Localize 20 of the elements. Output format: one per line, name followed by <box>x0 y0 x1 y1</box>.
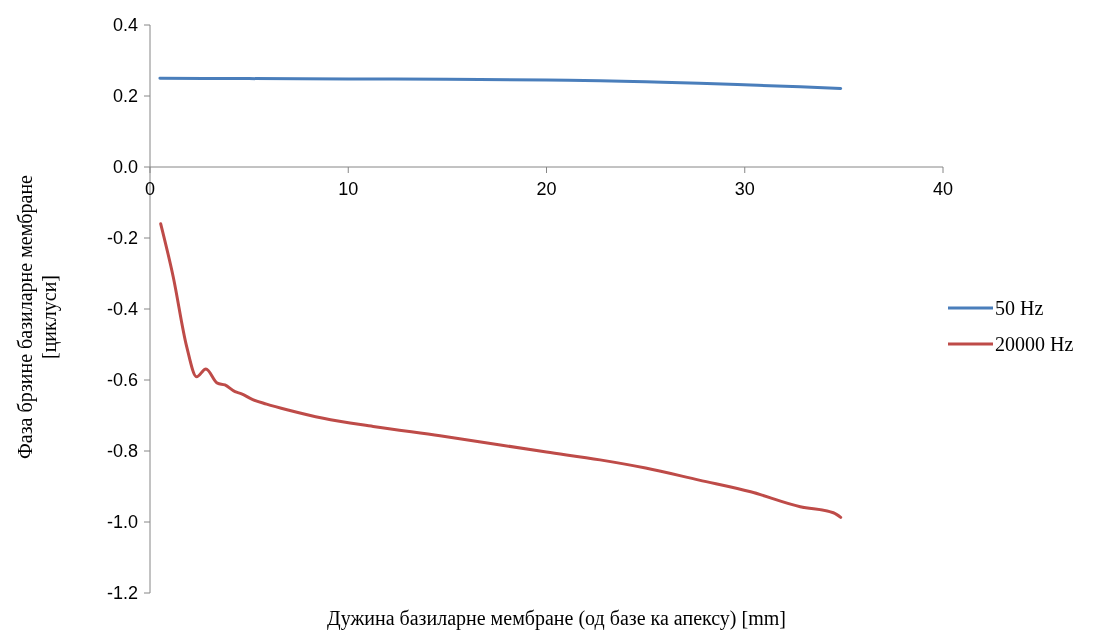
legend-label: 20000 Hz <box>995 333 1074 355</box>
legend-label: 50 Hz <box>995 297 1044 319</box>
y-tick-label: -1.0 <box>106 512 138 533</box>
y-tick-label: -0.6 <box>106 370 138 391</box>
y-tick-label: -0.2 <box>106 228 138 249</box>
x-tick-label: 30 <box>734 179 755 199</box>
y-tick-label: 0.4 <box>112 15 138 36</box>
line-series <box>158 76 843 91</box>
x-axis-title: Дужина базиларне мембране (од базе ка апексу) [mm] <box>327 607 786 630</box>
x-tick-label: 40 <box>932 179 954 199</box>
y-axis-title: Фаза брзине базиларне мембране [циклуси] <box>14 174 61 459</box>
x-tick-label: 20 <box>536 179 557 199</box>
x-tick-label: 0 <box>144 179 156 199</box>
y-tick-label: -1.2 <box>106 583 138 604</box>
y-tick-label: 0.0 <box>112 157 138 178</box>
y-tick-label: 0.2 <box>112 86 138 107</box>
line-series <box>159 222 843 519</box>
y-tick-label: -0.8 <box>106 441 138 462</box>
x-tick-label: 10 <box>338 179 359 199</box>
y-tick-label: -0.4 <box>106 299 138 320</box>
